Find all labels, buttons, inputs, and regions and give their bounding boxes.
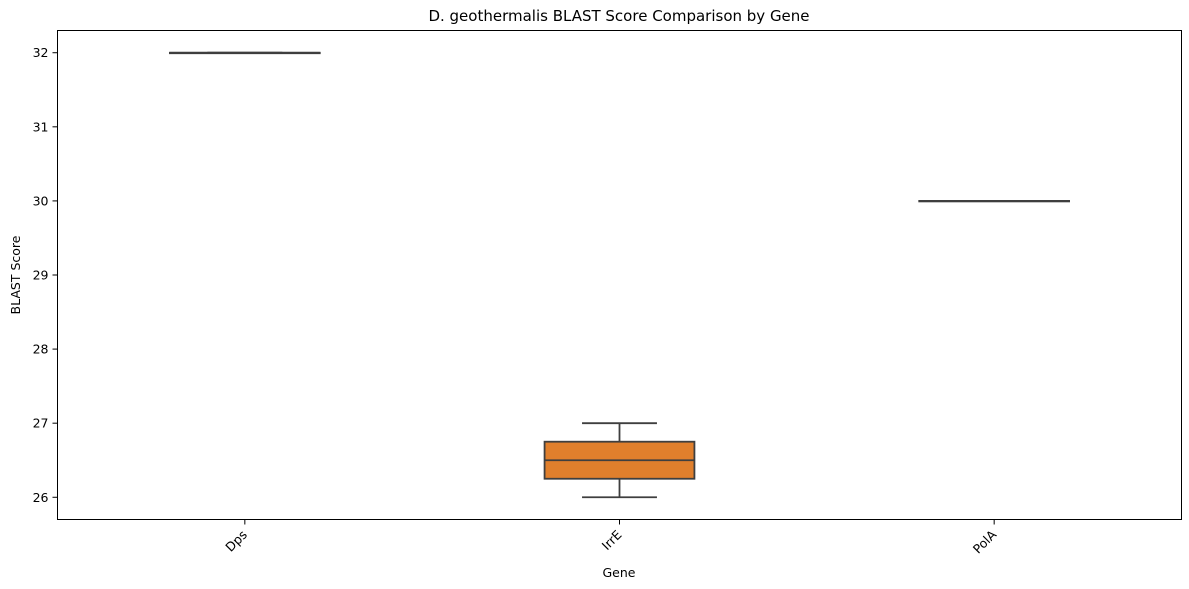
box-irre (543, 422, 696, 499)
y-tick-label: 26 (33, 490, 49, 505)
x-tick-label-dps: Dps (222, 527, 250, 555)
chart-title: D. geothermalis BLAST Score Comparison b… (428, 7, 809, 25)
x-axis-title: Gene (603, 565, 636, 580)
x-tick-label-irre: IrrE (599, 527, 625, 553)
box-pola (918, 200, 1071, 203)
y-tick-label: 31 (33, 119, 49, 134)
x-tick-label-pola: PolA (970, 527, 1000, 557)
box-dps (168, 51, 321, 55)
y-tick-label: 32 (33, 45, 49, 60)
y-tick-label: 30 (33, 193, 49, 208)
y-tick-label: 28 (33, 342, 49, 357)
plot-area (168, 51, 1071, 499)
y-tick-label: 29 (33, 268, 49, 283)
y-axis-title: BLAST Score (8, 235, 23, 314)
x-axis: Dps IrrE PolA (222, 519, 1000, 557)
y-tick-label: 27 (33, 416, 49, 431)
y-axis: 26 27 28 29 30 31 32 (33, 45, 58, 505)
